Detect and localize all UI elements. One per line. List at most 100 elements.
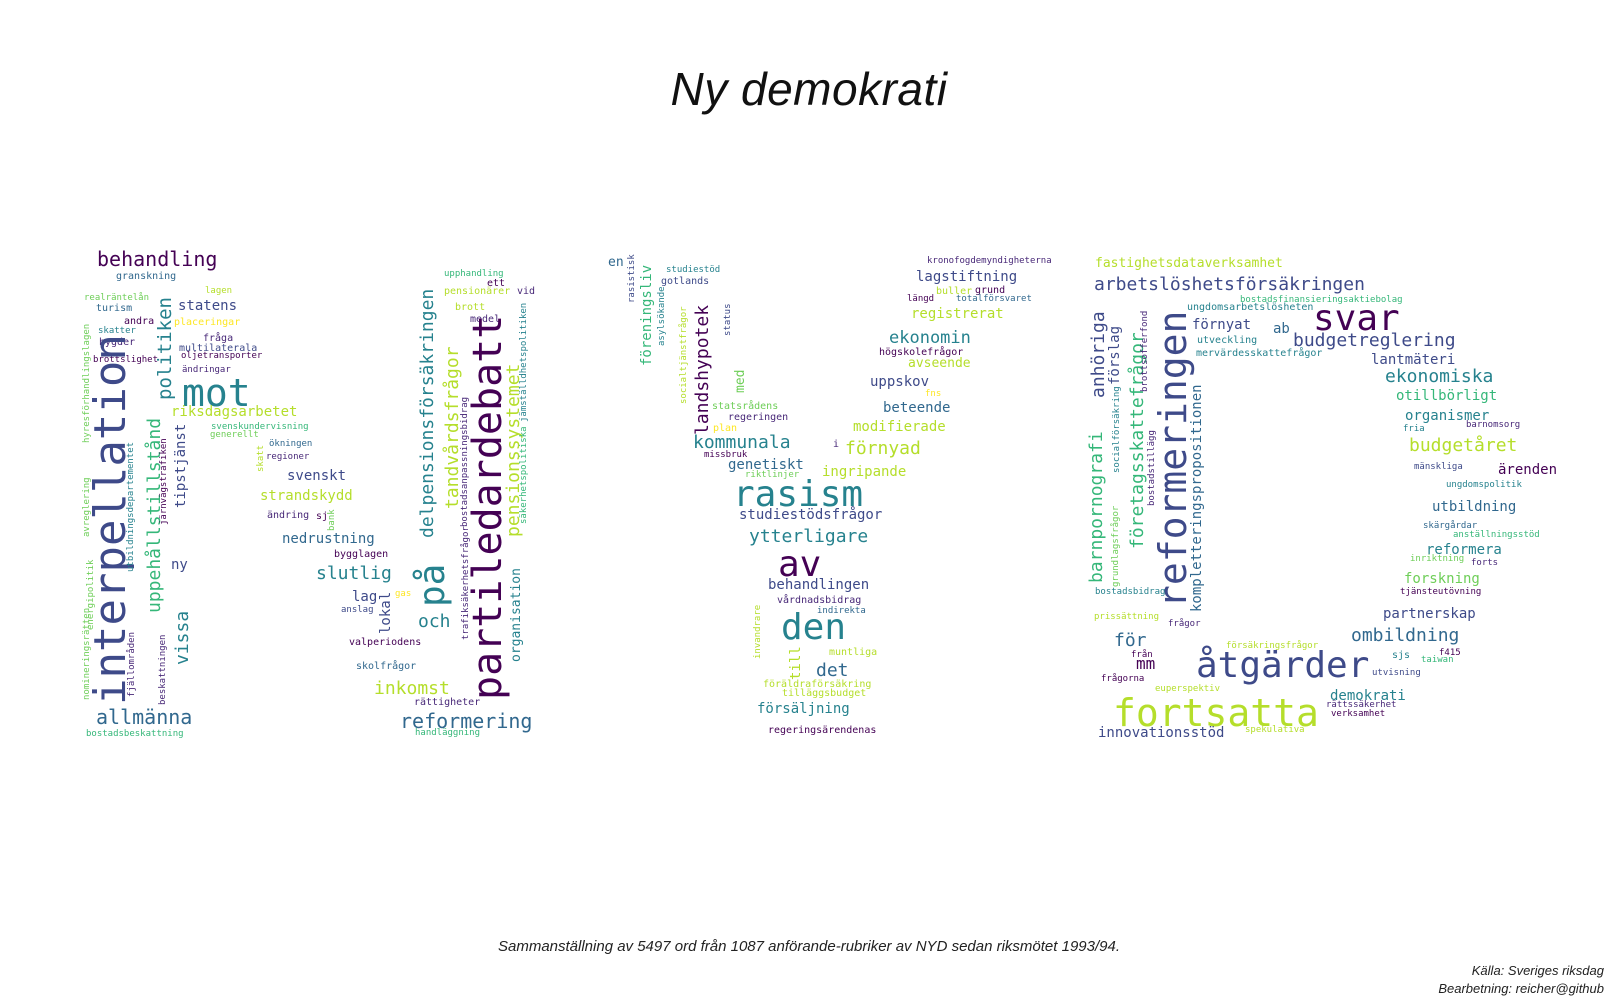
word: socialtjänstfrågor <box>679 306 689 404</box>
word: strandskydd <box>260 488 353 504</box>
word: försäkringsfrågor <box>1226 641 1319 651</box>
word: sj <box>316 511 329 522</box>
word: realräntelån <box>84 293 150 303</box>
word: andra <box>124 316 155 327</box>
word: sjs <box>1392 650 1411 661</box>
word: i <box>833 439 840 450</box>
word: avreglering <box>82 477 92 537</box>
word: tipstjänst <box>173 423 189 508</box>
word: partnerskap <box>1383 606 1476 622</box>
word: ombildning <box>1351 625 1460 646</box>
word: anslag <box>341 605 374 615</box>
word: barnomsorg <box>1466 420 1521 430</box>
word: nedrustning <box>282 531 375 547</box>
word: skolfrågor <box>356 661 417 672</box>
word: barnpornografi <box>1086 431 1107 583</box>
word: studiestödsfrågor <box>739 507 883 523</box>
word: fns <box>925 389 942 399</box>
word: indirekta <box>817 606 866 616</box>
word: längd <box>907 294 935 304</box>
word: turism <box>96 303 133 314</box>
word: bostadsbeskattning <box>86 729 184 739</box>
word: svenskt <box>287 468 347 484</box>
word: regioner <box>266 452 310 462</box>
word: bostadstillägg <box>1147 430 1157 506</box>
word: studiestöd <box>666 265 721 275</box>
word: oljetransporter <box>181 351 263 361</box>
caption: Sammanställning av 5497 ord från 1087 an… <box>497 938 1121 955</box>
word: rättssäkerhet <box>1326 700 1397 710</box>
word: vårdnadsbidrag <box>777 595 862 606</box>
word: brottsofferfond <box>1140 310 1150 392</box>
word: utveckling <box>1197 335 1258 346</box>
word: utbildning <box>1432 499 1517 515</box>
word: svar <box>1313 298 1400 339</box>
word: ungdomsarbetslösheten <box>1187 302 1314 313</box>
word: tjänsteutövning <box>1400 587 1482 597</box>
word: allmänna <box>96 705 193 729</box>
word: ökningen <box>269 439 313 449</box>
word: reformering <box>400 709 533 733</box>
page-title: Ny demokrati <box>670 63 948 115</box>
word: bostadsanpassningsbidrag <box>460 396 470 527</box>
word: lagstiftning <box>916 269 1018 285</box>
word: bostadsfinansieringsaktiebolag <box>1240 295 1403 305</box>
word: regeringen <box>728 412 789 423</box>
word: anhöriga <box>1088 311 1109 398</box>
word: beskattningen <box>158 634 168 705</box>
word: rasism <box>733 474 864 515</box>
word: reformera <box>1426 542 1502 558</box>
word: en <box>608 255 624 270</box>
word: vissa <box>172 610 193 665</box>
word: ab <box>1273 321 1290 337</box>
word: totalförsvaret <box>956 294 1032 304</box>
word: ekonomin <box>889 328 971 348</box>
word: föräldraförsäkring <box>763 679 872 690</box>
word: järnvägstrafiken <box>159 438 169 525</box>
word: statsrådens <box>712 401 779 412</box>
word: plan <box>713 423 738 434</box>
word: mänskliga <box>1414 462 1463 472</box>
word: lokal <box>378 591 394 634</box>
word: ytterligare <box>749 526 869 547</box>
word: anställningsstöd <box>1453 530 1540 540</box>
source-line: Källa: Sveriges riksdag <box>1471 963 1604 978</box>
word: forskning <box>1404 571 1480 587</box>
word: organisation <box>509 568 524 662</box>
word: ingripande <box>822 464 907 480</box>
word: invandrare <box>753 604 763 659</box>
word: vid <box>517 286 536 297</box>
word: skatt <box>256 444 266 472</box>
word: bygder <box>99 337 136 348</box>
word: för <box>1114 630 1147 651</box>
word: riktlinjer <box>745 470 800 480</box>
word: handläggning <box>415 728 481 738</box>
word: utbildningsdepartementet <box>126 441 136 572</box>
word: frågorna <box>1101 674 1145 684</box>
word: och <box>418 611 451 632</box>
word: pensionärer <box>444 286 511 297</box>
word: forts <box>1471 558 1499 568</box>
source-note: Källa: Sveriges riksdag Bearbetning: rei… <box>1438 962 1604 998</box>
word: bygglagen <box>334 549 389 560</box>
word: högskolefrågor <box>879 347 964 358</box>
word: innovationsstöd <box>1098 725 1225 741</box>
word: mervärdesskattefrågor <box>1196 348 1323 359</box>
word: partiledardebatt <box>465 314 511 700</box>
word: bostadsbidrag <box>1095 587 1166 597</box>
word: statens <box>178 298 238 314</box>
word: missbruk <box>704 450 748 460</box>
word: säkerhetspolitiska <box>519 426 529 524</box>
word: till <box>788 646 804 680</box>
word: kompletteringspropositionen <box>1189 384 1205 612</box>
word: skatter <box>98 326 136 336</box>
word: behandlingen <box>768 577 870 593</box>
word: kommunala <box>693 432 791 453</box>
credit-line: Bearbetning: reicher@github <box>1438 981 1604 996</box>
word: skärgårdar <box>1423 521 1478 531</box>
word: demokrati <box>1330 688 1406 704</box>
word: budgetåret <box>1409 435 1518 456</box>
word: föreningsliv <box>639 264 655 366</box>
word: hyresförhandlingslagen <box>82 323 92 443</box>
word: grundlagsfrågor <box>1111 505 1121 587</box>
